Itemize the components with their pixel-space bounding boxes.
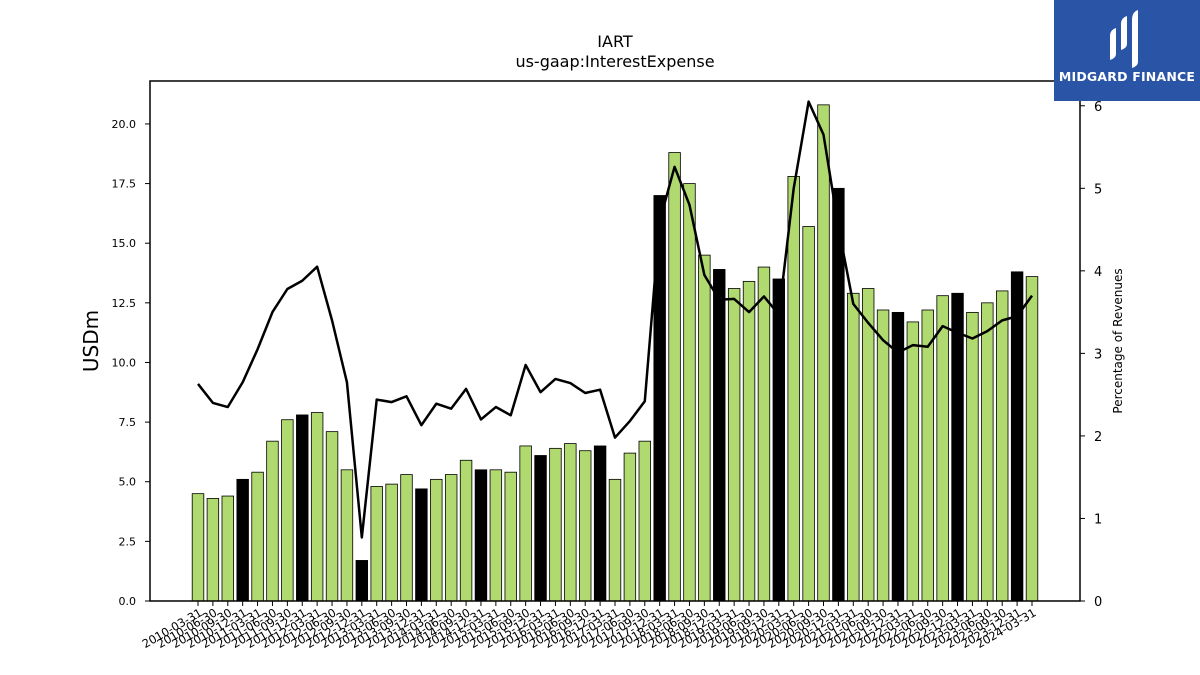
bar-2023-03-31 bbox=[966, 311, 979, 602]
bar-2022-12-31 bbox=[951, 292, 964, 602]
brand-logo: MIDGARD FINANCE bbox=[1054, 0, 1200, 101]
bar-2023-06-30 bbox=[981, 302, 994, 602]
brand-mark-icon bbox=[1110, 10, 1138, 68]
bar-2016-06-30 bbox=[564, 443, 577, 602]
bar-2021-12-31 bbox=[891, 311, 905, 602]
bar-2015-03-31 bbox=[489, 469, 503, 602]
bar-2021-03-31 bbox=[847, 292, 860, 602]
left-axis-ticks: 0.0 2.5 5.0 7.5 10.0 12.5 15.0 17.5 20.0 bbox=[112, 118, 150, 608]
bar-2017-03-31 bbox=[608, 478, 622, 602]
bar-2023-12-31 bbox=[1010, 271, 1024, 602]
brand-name: MIDGARD FINANCE bbox=[1058, 69, 1196, 84]
bar-2013-03-31 bbox=[370, 486, 383, 602]
y2-tick-label: 0 bbox=[1094, 595, 1102, 610]
y-tick-label: 20.0 bbox=[112, 118, 137, 131]
y-tick-label: 5.0 bbox=[119, 476, 137, 489]
y2-tick-label: 3 bbox=[1094, 347, 1102, 362]
bar-2018-06-30 bbox=[683, 183, 696, 602]
bar-2010-03-31 bbox=[191, 493, 205, 602]
bar-2019-09-30 bbox=[757, 266, 771, 602]
bar-2018-09-30 bbox=[698, 254, 711, 602]
y-tick-label: 2.5 bbox=[119, 535, 137, 548]
right-axis-ticks: 0 1 2 3 4 5 6 bbox=[1080, 100, 1102, 610]
y-tick-label: 10.0 bbox=[112, 356, 137, 369]
bar-2012-09-30 bbox=[340, 469, 354, 602]
bar-2020-06-30 bbox=[802, 226, 815, 602]
bar-2015-09-30 bbox=[519, 445, 532, 602]
bar-2019-06-30 bbox=[742, 280, 756, 602]
bar-2012-12-31 bbox=[355, 560, 369, 602]
bar-2016-09-30 bbox=[579, 450, 592, 602]
bar-2010-12-31 bbox=[236, 478, 249, 602]
bar-2014-03-31 bbox=[430, 478, 443, 602]
bar-2020-09-30 bbox=[817, 104, 830, 602]
bar-2015-06-30 bbox=[504, 471, 517, 602]
bar-2014-06-30 bbox=[444, 474, 458, 602]
y-tick-label: 0.0 bbox=[119, 595, 137, 608]
bar-2021-06-30 bbox=[861, 288, 875, 602]
bar-2013-09-30 bbox=[400, 474, 413, 602]
ratio-line bbox=[197, 100, 1034, 539]
bar-2017-09-30 bbox=[638, 440, 651, 602]
y2-tick-label: 1 bbox=[1094, 512, 1102, 527]
bar-2010-06-30 bbox=[206, 498, 220, 602]
bar-2022-09-30 bbox=[936, 295, 949, 602]
bar-2016-03-31 bbox=[549, 447, 562, 602]
bar-2012-06-30 bbox=[325, 431, 339, 602]
bar-2022-03-31 bbox=[906, 321, 920, 602]
bar-2012-03-31 bbox=[310, 412, 324, 602]
bar-2013-06-30 bbox=[385, 483, 398, 602]
bar-2013-12-31 bbox=[415, 488, 428, 602]
chart-subtitle: us-gaap:InterestExpense bbox=[515, 52, 715, 71]
bar-2019-03-31 bbox=[727, 288, 741, 602]
bar-2011-12-31 bbox=[296, 414, 309, 602]
bar-2023-09-30 bbox=[996, 290, 1009, 602]
bar-2018-12-31 bbox=[713, 269, 726, 602]
bar-2021-09-30 bbox=[876, 309, 890, 602]
bar-2024-03-31 bbox=[1025, 276, 1039, 602]
bar-2015-12-31 bbox=[534, 455, 547, 602]
bars-layer bbox=[191, 104, 1039, 602]
x-axis-ticks: 2010-03-312010-06-302010-09-302010-12-31… bbox=[140, 601, 1039, 651]
y2-axis-label: Percentage of Revenues bbox=[1111, 268, 1125, 413]
bar-2022-06-30 bbox=[921, 309, 934, 602]
bar-2017-06-30 bbox=[623, 452, 637, 602]
y2-tick-label: 4 bbox=[1094, 265, 1102, 280]
y-tick-label: 12.5 bbox=[112, 297, 137, 310]
y-tick-label: 17.5 bbox=[112, 178, 137, 191]
bar-2010-09-30 bbox=[221, 495, 234, 602]
bar-2011-06-30 bbox=[266, 440, 279, 602]
bar-2011-03-31 bbox=[251, 471, 264, 602]
bar-2011-09-30 bbox=[281, 419, 294, 602]
bar-2016-12-31 bbox=[593, 445, 607, 602]
bar-2014-09-30 bbox=[459, 459, 473, 602]
y-axis-label: USDm bbox=[79, 310, 103, 372]
bar-2019-12-31 bbox=[772, 278, 786, 602]
chart-title: IART bbox=[597, 32, 633, 51]
y-tick-label: 15.0 bbox=[112, 237, 137, 250]
y-tick-label: 7.5 bbox=[119, 416, 137, 429]
y2-tick-label: 5 bbox=[1094, 182, 1102, 197]
bar-2018-03-31 bbox=[668, 152, 681, 602]
bar-2014-12-31 bbox=[474, 469, 488, 602]
bar-2020-03-31 bbox=[787, 176, 800, 602]
y2-tick-label: 6 bbox=[1094, 100, 1102, 115]
y2-tick-label: 2 bbox=[1094, 430, 1102, 445]
